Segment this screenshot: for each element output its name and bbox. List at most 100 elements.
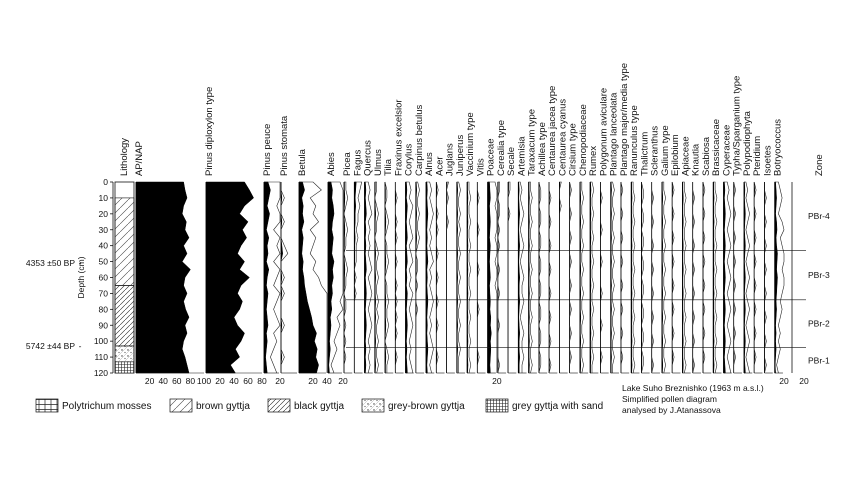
depth-tick-label: 110 — [94, 352, 108, 362]
lithology-unit — [114, 285, 135, 347]
taxon-panel: Taraxacum type — [527, 109, 538, 374]
taxon-exaggeration-curve — [528, 181, 533, 374]
taxon-name: Scleranthus — [650, 126, 661, 176]
taxon-name: Botryococcus — [773, 119, 784, 176]
zone-name: PBr-3 — [808, 270, 830, 280]
legend-label: Polytrichum mosses — [62, 401, 151, 412]
legend-swatch — [485, 398, 509, 413]
taxon-name: Brassicaceae — [711, 119, 722, 176]
taxon-exaggeration-curve — [374, 181, 379, 374]
taxon-exaggeration-curve — [631, 181, 636, 374]
taxon-curve — [456, 181, 458, 374]
taxon-name: Chenopodiaceae — [578, 104, 589, 176]
radiocarbon-date-marker: - — [79, 341, 82, 351]
taxon-name: Juglans — [445, 143, 456, 176]
zone-name: PBr-4 — [808, 211, 830, 221]
taxon-curve — [579, 181, 582, 374]
taxon-name: Knautia — [691, 143, 702, 176]
zone-scale-tick: 20 — [799, 376, 809, 386]
taxon-exaggeration-curve — [753, 181, 757, 373]
site-caption: Lake Suho Breznishko (1963 m a.s.l.)Simp… — [622, 383, 764, 415]
taxon-curve — [263, 181, 271, 374]
taxon-name: Secale — [506, 147, 517, 176]
taxon-scale-tick: 40 — [229, 376, 239, 386]
taxon-exaggeration-curve — [774, 181, 785, 374]
taxon-name: Thalictrum — [639, 132, 650, 176]
depth-tick-label: 0 — [103, 177, 108, 187]
taxon-exaggeration-curve — [518, 181, 525, 373]
taxon-scale-tick: 40 — [158, 376, 168, 386]
taxon-name: Isoetes — [763, 145, 774, 176]
taxon-exaggeration-curve — [507, 181, 511, 373]
lithology-column: Lithology — [114, 138, 135, 374]
taxon-curve — [610, 181, 612, 374]
legend-label: black gyttja — [294, 401, 344, 412]
taxon-name: Polypodiophyta — [742, 110, 753, 176]
taxon-panel: Knautia — [691, 143, 702, 374]
taxon-curve — [298, 181, 319, 374]
taxon-curve — [466, 181, 469, 374]
taxon-exaggeration-curve — [435, 181, 439, 373]
taxon-scale-tick: 20 — [338, 376, 348, 386]
taxon-exaggeration-curve — [569, 181, 572, 373]
taxon-panel: 20 40 60 80 Pinus diploxylon type — [204, 87, 267, 386]
taxon-exaggeration-curve — [661, 181, 666, 374]
taxon-exaggeration-curve — [467, 181, 472, 374]
taxon-panel: Galium type — [660, 125, 671, 374]
taxon-exaggeration-curve — [590, 181, 595, 373]
taxon-exaggeration-curve — [280, 182, 289, 373]
taxon-name: AP/NAP — [134, 141, 145, 176]
taxon-exaggeration-curve — [744, 181, 750, 374]
taxon-scale-tick: 20 — [308, 376, 318, 386]
taxon-name: Rumex — [588, 146, 599, 176]
legend-label: grey gyttja with sand — [512, 401, 603, 412]
taxon-panel: Fraxinus excelsior — [393, 99, 404, 374]
taxon-curve — [528, 181, 530, 374]
taxon-exaggeration-curve — [600, 182, 603, 373]
taxon-name: Betula — [297, 148, 308, 176]
depth-tick-label: 30 — [99, 225, 109, 235]
taxon-panel: Cirsium type — [568, 123, 579, 374]
taxon-exaggeration-curve — [353, 181, 363, 373]
taxon-exaggeration-curve — [610, 181, 615, 373]
depth-axis: 0 10 20 30 40 50 60 70 80 90 100 110 120 Depth (cm)43… — [26, 177, 114, 378]
taxon-panel: Fagus — [352, 149, 363, 374]
taxon-exaggeration-curve — [328, 181, 344, 374]
taxon-panel: Scabiosa — [701, 136, 712, 374]
taxon-name: Picea — [342, 152, 353, 176]
depth-tick-label: 100 — [94, 336, 108, 346]
legend-swatch — [169, 398, 193, 413]
legend-label: grey-brown gyttja — [388, 401, 465, 412]
caption-line: Lake Suho Breznishko (1963 m a.s.l.) — [622, 383, 764, 393]
taxon-name: Plantago lanceolata — [609, 92, 620, 176]
depth-tick-label: 10 — [99, 193, 109, 203]
taxon-panel: Isoetes — [763, 145, 774, 374]
taxon-curve — [630, 181, 633, 374]
taxon-name: Artemisia — [516, 136, 527, 176]
taxon-panel: Brassicaceae — [711, 119, 722, 374]
depth-axis-label: Depth (cm) — [76, 256, 86, 298]
taxon-panel: 20 40 60 80 100 AP/NAP — [134, 141, 211, 386]
taxon-panel: Ulmus — [373, 149, 384, 374]
taxon-name: Epilobium — [670, 134, 681, 176]
taxon-curve — [518, 181, 520, 374]
taxon-name: Centaurea jacea type — [547, 86, 558, 176]
taxon-scale-tick: 20 — [215, 376, 225, 386]
radiocarbon-date: 5742 ±44 BP — [26, 341, 75, 351]
taxon-exaggeration-curve — [713, 181, 718, 374]
taxon-panel: Artemisia — [516, 136, 527, 374]
taxon-name: Vaccinium type — [465, 112, 476, 176]
zone-column: Zone 20 PBr-4 PBr-3 PBr-2 PBr-1 — [346, 154, 830, 386]
taxon-panel: Juniperus — [455, 135, 466, 374]
taxon-scale-tick: 80 — [257, 376, 267, 386]
taxon-scale-tick: 80 — [186, 376, 196, 386]
taxon-panel: Pinus stomata — [279, 115, 297, 374]
taxon-curve — [661, 181, 664, 374]
taxon-exaggeration-curve — [671, 181, 675, 373]
taxon-scale-tick: 60 — [172, 376, 182, 386]
taxon-panel: Carpinus betulus — [414, 104, 425, 374]
taxon-panel: Plantago lanceolata — [609, 92, 620, 374]
taxon-curve — [374, 181, 376, 374]
taxon-panel: Thalictrum — [639, 132, 650, 374]
